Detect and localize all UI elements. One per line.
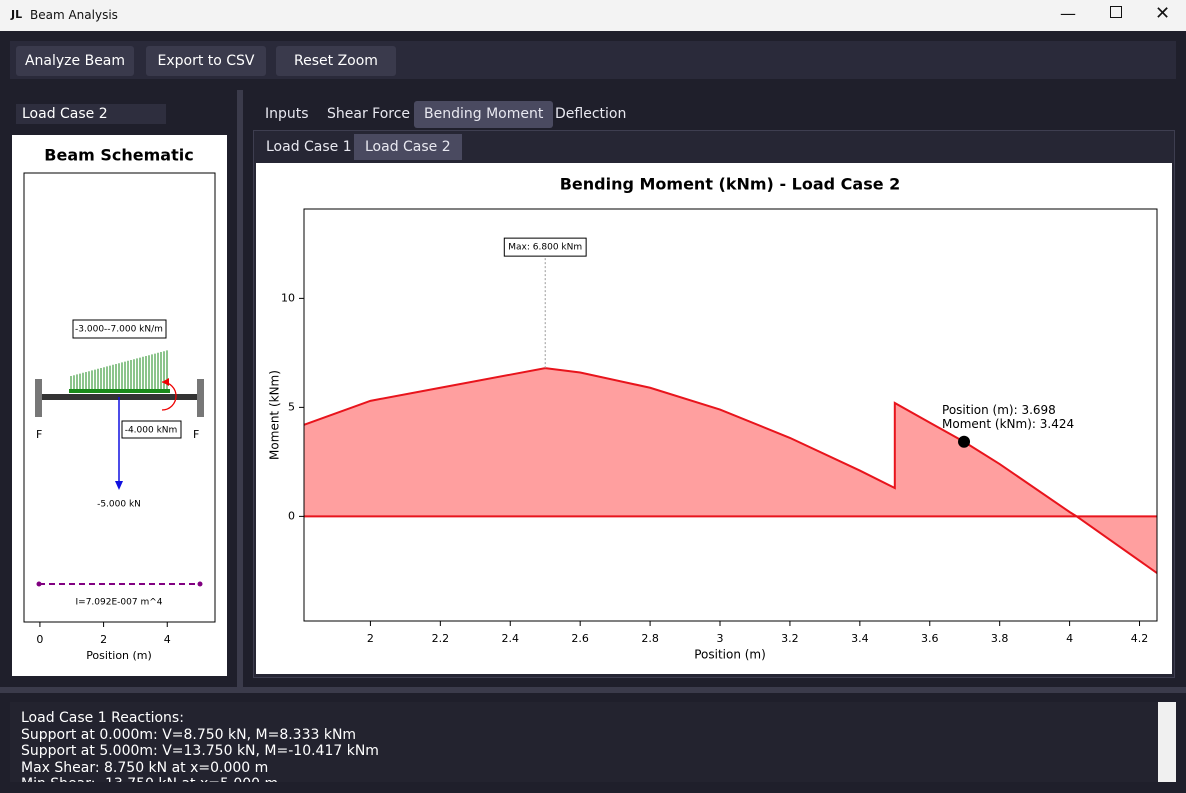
log-line: Min Shear: -13.750 kN at x=5.000 m bbox=[21, 776, 1158, 782]
moment-arrow bbox=[162, 378, 169, 386]
moment-chart: Bending Moment (kNm) - Load Case 2 Posit… bbox=[256, 163, 1172, 674]
marker-label: Position (m): 3.698 bbox=[942, 403, 1056, 417]
tab[interactable]: Bending Moment bbox=[414, 101, 554, 128]
x-tick-label: 2.4 bbox=[502, 632, 519, 645]
log-line: Load Case 1 Reactions: bbox=[21, 710, 184, 726]
tab[interactable]: Deflection bbox=[555, 106, 627, 122]
point-load-arrow bbox=[115, 481, 123, 490]
scrollbar[interactable] bbox=[1158, 702, 1176, 782]
schematic-frame bbox=[23, 172, 216, 623]
y-tick-label: 10 bbox=[281, 291, 295, 304]
x-tick-label: 4.2 bbox=[1131, 632, 1149, 645]
x-tick-label: 3.4 bbox=[851, 632, 869, 645]
x-axis-label: Position (m) bbox=[694, 648, 766, 662]
schematic-title: Beam Schematic bbox=[44, 146, 193, 165]
analyze-button[interactable]: Analyze Beam bbox=[16, 46, 134, 76]
x-tick-label: 0 bbox=[36, 633, 43, 646]
max-label-box bbox=[503, 237, 587, 257]
maximize-button[interactable] bbox=[1110, 6, 1122, 18]
marker bbox=[958, 435, 971, 448]
label-box bbox=[72, 319, 167, 339]
splitter[interactable] bbox=[0, 687, 1186, 693]
plot-area: Max: 6.800 kNm Position (m): 3.698Moment … bbox=[304, 237, 1157, 574]
subtab[interactable]: Load Case 1 bbox=[266, 139, 352, 155]
reset-zoom-button[interactable]: Reset Zoom bbox=[276, 46, 396, 76]
marker-label: Moment (kNm): 3.424 bbox=[942, 417, 1074, 431]
y-tick-label: 0 bbox=[288, 509, 295, 522]
export-button[interactable]: Export to CSV bbox=[146, 46, 266, 76]
support bbox=[35, 379, 42, 417]
label-box bbox=[121, 420, 182, 439]
log-line: Support at 0.000m: V=8.750 kN, M=8.333 k… bbox=[21, 726, 357, 743]
point-load-label: -5.000 kN bbox=[97, 500, 141, 510]
distributed-load bbox=[69, 350, 170, 393]
inertia-dot bbox=[197, 581, 203, 587]
app-icon: JL bbox=[11, 8, 23, 21]
support-label: F bbox=[193, 428, 199, 441]
y-axis-label: Moment (kNm) bbox=[268, 370, 282, 460]
x-tick-label: 4 bbox=[164, 633, 171, 646]
inertia-dot bbox=[36, 581, 42, 587]
log-line: Support at 5.000m: V=13.750 kN, M=-10.41… bbox=[21, 743, 379, 759]
x-tick-label: 2.8 bbox=[641, 632, 659, 645]
moment-area bbox=[304, 368, 1157, 574]
x-tick-label: 3 bbox=[717, 632, 724, 645]
output-log: Load Case 1 Reactions: Support at 0.000m:… bbox=[10, 702, 1158, 782]
window-title: Beam Analysis bbox=[30, 8, 118, 22]
x-tick-label: 2 bbox=[367, 632, 374, 645]
x-tick-label: 2 bbox=[100, 633, 107, 646]
distributed-load-label: -3.000--7.000 kN/m bbox=[75, 325, 163, 335]
x-tick-label: 2.6 bbox=[571, 632, 589, 645]
load-case-select[interactable]: Load Case 2 bbox=[16, 104, 166, 124]
x-tick-label: 3.6 bbox=[921, 632, 939, 645]
chart-title: Bending Moment (kNm) - Load Case 2 bbox=[560, 175, 901, 194]
x-axis-label: Position (m) bbox=[86, 649, 152, 662]
max-label: Max: 6.800 kNm bbox=[508, 243, 582, 253]
tab[interactable]: Shear Force bbox=[327, 106, 411, 122]
support-label: F bbox=[36, 428, 42, 441]
moment-label: -4.000 kNm bbox=[125, 426, 178, 436]
title-bar: JL Beam Analysis — ✕ bbox=[0, 0, 1186, 31]
moment-line bbox=[304, 367, 1157, 574]
minimize-button[interactable]: — bbox=[1060, 4, 1076, 23]
inertia-label: I=7.092E-007 m^4 bbox=[76, 598, 163, 608]
subtab[interactable]: Load Case 2 bbox=[354, 134, 462, 160]
support bbox=[197, 379, 204, 417]
schematic: Beam Schematic F F -3.000--7.000 kN/m -5… bbox=[12, 135, 227, 676]
tab[interactable]: Inputs bbox=[265, 106, 309, 122]
close-button[interactable]: ✕ bbox=[1155, 3, 1171, 24]
y-tick-label: 5 bbox=[288, 400, 295, 413]
x-tick-label: 2.2 bbox=[432, 632, 450, 645]
x-tick-label: 3.2 bbox=[781, 632, 799, 645]
splitter[interactable] bbox=[237, 90, 243, 687]
plot-frame bbox=[303, 208, 1158, 622]
log-line: Max Shear: 8.750 kN at x=0.000 m bbox=[21, 759, 269, 776]
x-tick-label: 4 bbox=[1066, 632, 1073, 645]
x-tick-label: 3.8 bbox=[991, 632, 1009, 645]
